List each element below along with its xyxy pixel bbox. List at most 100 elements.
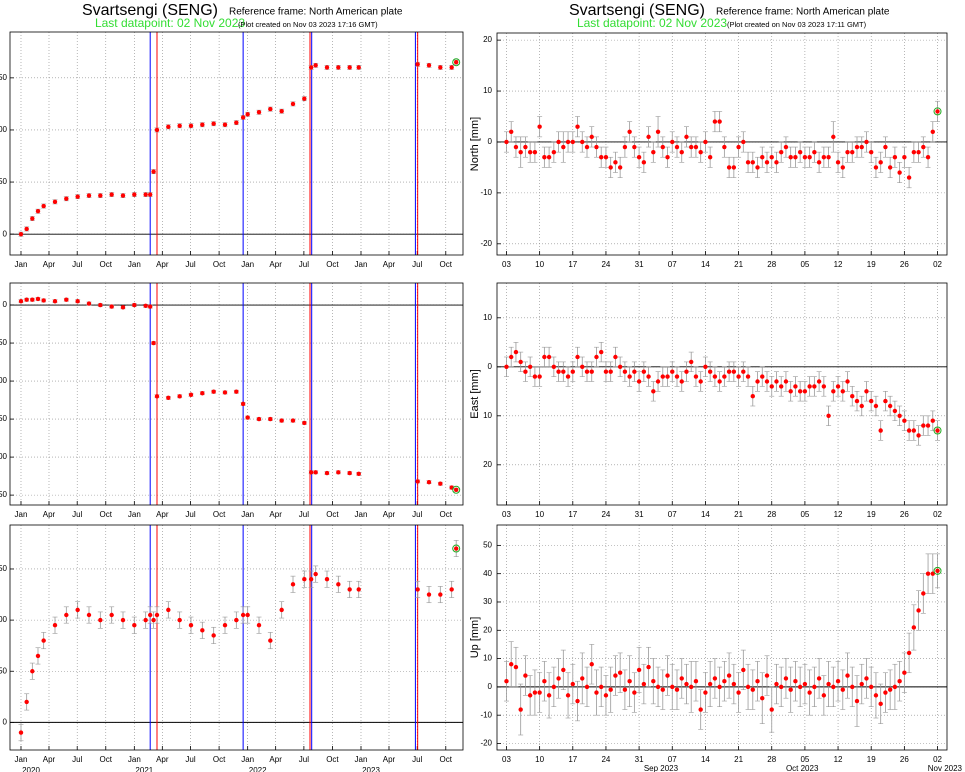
y-tick-label: 100 [0,125,8,134]
data-point [166,607,171,613]
data-point [594,354,599,360]
data-point [518,359,523,365]
x-tick-label: Jul [299,755,309,764]
data-point [930,418,935,423]
data-point [731,681,737,687]
data-point [147,612,153,618]
data-point [845,149,850,155]
plot-frame [9,31,464,256]
x-tick-label: 07 [668,510,677,519]
data-point [234,389,239,394]
data-point [627,374,632,379]
data-point [887,403,893,409]
x-tick-label: Oct [100,260,113,269]
data-point [570,681,575,687]
data-point [916,149,921,155]
x-tick-label: Apr [269,755,282,764]
data-point [18,299,24,304]
x-tick-label: 21 [734,755,743,764]
data-point [613,673,618,678]
data-point [622,144,628,150]
data-point [764,673,770,678]
data-point [347,587,352,592]
data-point [188,392,194,397]
y-tick-label: 30 [483,597,492,606]
last-point-marker [452,544,461,553]
data-point [703,139,708,145]
data-point [717,119,722,124]
data-point [35,296,41,302]
data-point [878,428,883,433]
data-point [518,707,523,712]
data-point [717,684,722,690]
plot-created: (Plot created on Nov 03 2023 17:16 GMT) [238,20,378,29]
data-point [86,612,92,618]
data-point [64,297,69,302]
y-tick-label: 0 [488,362,493,371]
data-point [689,359,694,365]
data-point [86,193,92,198]
data-point [622,369,628,374]
data-point [30,297,35,302]
x-tick-label: Jan [355,510,368,519]
y-tick-label: 10 [483,654,492,663]
data-point [816,160,822,165]
data-point [651,679,656,684]
data-point [211,121,216,126]
data-point [613,354,618,360]
data-point [726,369,732,374]
y-tick-label: -50 [0,338,8,347]
data-point [120,617,126,623]
data-point [336,470,341,475]
data-point [935,568,940,574]
data-point [617,364,623,370]
x-tick-label: Apr [383,260,396,269]
x-tick-label: Jan [128,510,141,519]
data-point [854,698,860,704]
y-tick-label: -10 [480,188,492,197]
y-tick-label: -20 [480,739,492,748]
data-point [755,679,760,684]
data-point [324,470,330,476]
x-tick-label: Jul [185,510,195,519]
data-point [347,470,352,476]
data-point [760,374,765,379]
data-point [812,149,817,155]
data-point [783,379,789,384]
y-tick-label: 0 [3,300,8,309]
x-tick-label: 24 [601,510,610,519]
data-point [222,122,228,127]
x-tick-label: 10 [535,510,544,519]
data-point [854,398,860,404]
data-point [816,676,822,681]
data-point [741,667,746,673]
data-point [717,379,722,384]
x-tick-label: Oct [326,755,339,764]
data-point [670,684,675,690]
data-point [313,470,318,475]
data-point [873,165,879,170]
data-point [120,193,126,198]
y-tick-label: 50 [483,540,492,549]
data-point [240,401,246,407]
data-point [774,160,779,165]
x-tick-label: Oct [440,510,453,519]
x-tick-label: 17 [568,510,577,519]
data-point [921,591,926,596]
data-point [575,354,580,360]
data-point [151,617,156,623]
data-point [655,379,661,384]
last-datapoint: Last datapoint: 02 Nov 2023 [577,16,727,30]
y-tick-label: 0 [488,682,493,691]
data-point [902,670,907,675]
data-point [147,192,153,197]
plot-frame [496,32,948,256]
x-tick-label: Jan [15,260,28,269]
y-tick-label: 0 [3,717,8,726]
x-tick-label: Jul [72,755,82,764]
data-point [845,379,850,384]
x-tick-label: 24 [601,755,610,764]
data-point [324,577,330,582]
data-point [546,354,552,360]
y-tick-label: -250 [0,490,8,499]
